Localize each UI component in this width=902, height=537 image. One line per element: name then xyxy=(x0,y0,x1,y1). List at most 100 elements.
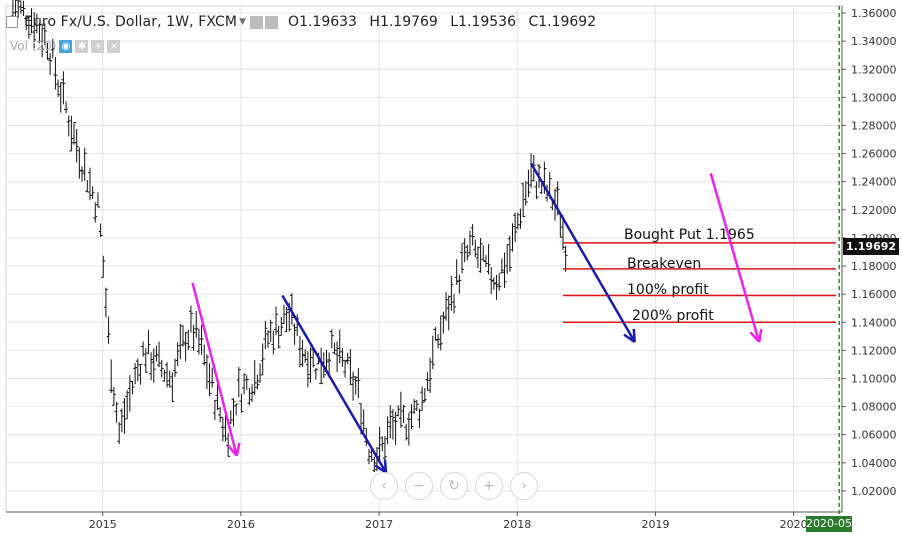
ohlc-bar xyxy=(64,101,69,114)
time-axis[interactable]: 2015 2016 2017 2018 2019 2020 xyxy=(6,511,842,531)
ohlc-bar xyxy=(295,314,300,337)
ohlc-bar xyxy=(297,335,302,368)
ohlc-bar xyxy=(305,351,310,388)
ohlc-bar xyxy=(281,304,286,324)
zoom-out-button[interactable]: − xyxy=(405,472,433,500)
ohlc-bar xyxy=(335,341,340,372)
ohlc-bar xyxy=(50,38,55,59)
ohlc-bar xyxy=(109,359,114,393)
profit-100-label[interactable]: 100% profit xyxy=(627,282,709,298)
y-tick-label: 1.30000 xyxy=(851,91,897,104)
ohlc-bar xyxy=(308,347,313,383)
close-icon[interactable] xyxy=(265,15,279,29)
blue-arrow-head xyxy=(632,328,636,343)
ohlc-bar xyxy=(372,456,377,473)
ohlc-bar xyxy=(119,408,124,433)
ohlc-bar xyxy=(452,293,457,314)
ohlc-bar xyxy=(478,237,483,273)
gear-icon[interactable]: ✱ xyxy=(75,39,89,53)
horizontal-lines[interactable] xyxy=(562,242,836,323)
ohlc-bar xyxy=(292,323,297,345)
breakeven-label[interactable]: Breakeven xyxy=(627,256,701,272)
ohlc-bar xyxy=(425,372,430,391)
eye-icon[interactable]: ◉ xyxy=(59,39,73,53)
open-value: O1.19633 xyxy=(288,14,357,30)
ohlc-bar xyxy=(53,57,58,90)
y-tick-label: 1.04000 xyxy=(851,457,897,470)
y-tick-label: 1.14000 xyxy=(851,316,897,329)
ohlc-bar xyxy=(77,147,82,179)
ohlc-bar xyxy=(276,325,281,349)
volume-legend: Vol (20) ◉ ✱ + × xyxy=(10,39,121,53)
price-axis[interactable]: 1.36000 1.34000 1.32000 1.30000 1.28000 1.260… xyxy=(841,6,897,512)
annotations[interactable]: Bought Put 1.1965 Breakeven 100% profit … xyxy=(624,227,755,324)
ohlc-bar xyxy=(361,409,366,432)
ohlc-bar xyxy=(175,342,180,366)
x-tick-label: 2018 xyxy=(503,518,531,531)
ohlc-bar xyxy=(135,358,140,381)
ohlc-bar xyxy=(497,273,502,291)
ohlc-bar xyxy=(401,404,406,424)
symbol-title[interactable]: Euro Fx/U.S. Dollar, 1W, FXCM xyxy=(24,14,238,30)
ohlc-bar xyxy=(45,42,50,60)
ohlc-bar xyxy=(125,390,130,420)
plus-icon[interactable]: + xyxy=(91,39,105,53)
ohlc-bar xyxy=(98,223,103,238)
ohlc-bar xyxy=(42,23,47,45)
chevron-down-icon[interactable]: ▼ xyxy=(239,17,247,27)
ohlc-bar xyxy=(103,287,108,318)
x-tick-label: 2020 xyxy=(780,518,808,531)
collapse-icon[interactable] xyxy=(6,16,18,28)
ohlc-bar xyxy=(470,224,475,246)
ohlc-bar xyxy=(226,432,231,457)
blue-arrow-head xyxy=(383,459,388,473)
ohlc-bar xyxy=(231,398,236,427)
ohlc-bar xyxy=(180,325,185,347)
ohlc-bar xyxy=(351,371,356,401)
ohlc-bar xyxy=(165,362,170,388)
y-tick-label: 1.16000 xyxy=(851,288,897,301)
blue-arrow-head xyxy=(623,333,636,343)
ohlc-bar xyxy=(529,153,534,189)
zoom-in-button[interactable]: + xyxy=(475,472,503,500)
ohlc-bar xyxy=(66,115,71,137)
ohlc-bar xyxy=(433,327,438,341)
ohlc-bar xyxy=(82,147,87,181)
x-tick-label: 2017 xyxy=(365,518,393,531)
volume-label[interactable]: Vol (20) xyxy=(10,39,57,53)
ohlc-bar xyxy=(32,12,37,49)
ohlc-bar xyxy=(319,347,324,385)
ohlc-bar xyxy=(154,345,159,362)
ohlc-bar xyxy=(563,245,568,272)
ohlc-bar xyxy=(356,368,361,399)
ohlc-bar xyxy=(236,367,241,398)
ohlc-bar xyxy=(518,208,523,229)
ohlc-bar xyxy=(40,23,45,58)
scroll-left-button[interactable]: ‹ xyxy=(370,472,398,500)
ohlc-bar xyxy=(388,404,393,439)
close-icon[interactable]: × xyxy=(107,39,121,53)
plot-frame xyxy=(5,5,843,513)
y-tick-label: 1.06000 xyxy=(851,429,897,442)
x-tick-label: 2019 xyxy=(641,518,669,531)
blue-arrow-head xyxy=(374,464,387,474)
ohlc-bar xyxy=(412,398,417,415)
ohlc-bar xyxy=(313,367,318,380)
ohlc-bar xyxy=(202,344,207,366)
ohlc-bar xyxy=(473,239,478,258)
scroll-right-button[interactable]: › xyxy=(510,472,538,500)
settings-icon[interactable] xyxy=(250,15,264,29)
ohlc-bar xyxy=(258,363,263,383)
trend-arrows[interactable] xyxy=(191,162,763,474)
ohlc-bar xyxy=(204,354,209,389)
reset-button[interactable]: ↻ xyxy=(440,472,468,500)
ohlc-bar xyxy=(483,255,488,268)
ohlc-bar xyxy=(159,359,164,378)
ohlc-bar xyxy=(74,128,79,163)
ohlc-bar xyxy=(101,255,106,278)
profit-200-label[interactable]: 200% profit xyxy=(632,308,714,324)
bought-put-label[interactable]: Bought Put 1.1965 xyxy=(624,227,755,243)
ohlc-bar xyxy=(188,305,193,333)
